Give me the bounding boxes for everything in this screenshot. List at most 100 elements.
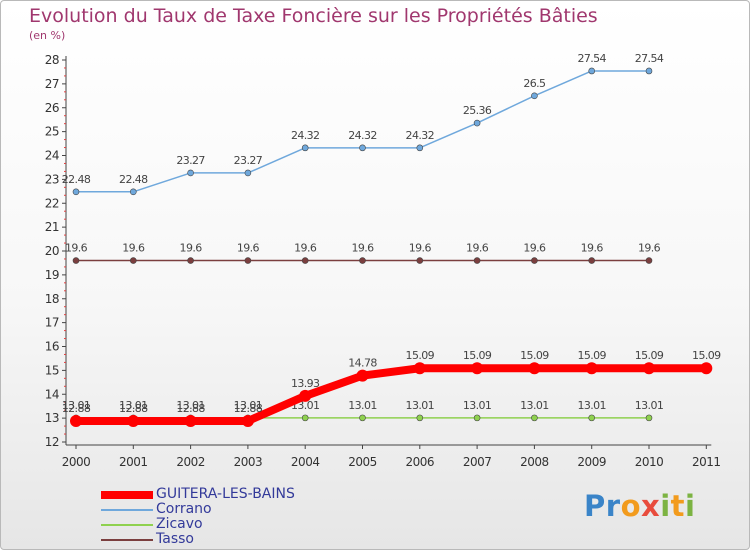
y-tick-label: 19 [45,268,59,282]
x-tick-label: 2003 [234,455,263,469]
y-tick-label: 15 [45,363,59,377]
legend-swatch-corrano [101,509,153,511]
data-label: 26.5 [523,77,546,90]
data-label: 23.27 [234,154,263,167]
data-label: 24.32 [348,129,377,142]
series-point-2 [588,414,596,422]
series-point-0 [585,362,598,375]
y-tick-label: 24 [45,149,59,163]
series-point-3 [588,257,596,264]
data-label: 19.6 [122,242,145,255]
data-label: 12.88 [119,402,148,415]
series-point-2 [531,414,538,422]
data-label: 14.78 [348,357,377,370]
y-tick-label: 25 [45,125,59,139]
series-point-0 [700,362,713,375]
chart-title: Evolution du Taux de Taxe Foncière sur l… [29,5,598,27]
data-label: 19.6 [237,242,260,255]
legend-label-zicavo: Zicavo [156,516,203,532]
y-tick-label: 12 [45,435,59,449]
legend-label-corrano: Corrano [156,501,212,517]
data-label: 27.54 [635,52,664,65]
data-label: 22.48 [62,173,91,186]
legend-swatch-tasso [101,539,153,541]
legend-swatch-guitera [101,491,153,499]
y-tick-label: 14 [45,387,59,401]
legend-swatch-zicavo [101,524,153,526]
y-tick-label: 18 [45,292,59,306]
series-point-1 [72,188,80,196]
data-label: 19.6 [638,242,661,255]
series-point-2 [359,414,366,422]
series-point-3 [416,257,424,264]
data-label: 13.01 [234,399,263,412]
y-tick-label: 28 [45,53,59,67]
y-tick-label: 26 [45,101,59,115]
x-tick-label: 2000 [62,455,91,469]
x-tick-label: 2004 [291,455,320,469]
data-label: 19.6 [523,242,546,255]
series-point-0 [356,369,369,382]
x-tick-label: 2002 [176,455,205,469]
series-point-1 [416,144,424,152]
y-tick-label: 13 [45,411,59,425]
series-point-0 [127,414,140,427]
data-label: 19.6 [351,242,374,255]
data-label: 13.01 [176,399,205,412]
y-tick-label: 22 [45,196,59,210]
x-tick-label: 2011 [692,455,721,469]
data-label: 13.01 [62,399,91,412]
data-label: 25.36 [463,104,492,117]
series-point-3 [130,257,137,264]
data-label: 15.09 [520,349,549,362]
y-tick-label: 23 [45,172,59,186]
y-tick-label: 17 [45,316,59,330]
series-point-3 [187,257,194,264]
series-point-3 [473,257,481,264]
data-label: 24.32 [291,129,320,142]
data-label: 19.6 [466,242,489,255]
x-tick-label: 2007 [463,455,492,469]
data-label: 12.88 [62,402,91,415]
series-point-3 [72,257,80,264]
legend-label-tasso: Tasso [156,531,194,547]
series-point-1 [645,67,653,75]
series-point-0 [299,389,312,402]
legend-label-guitera: GUITERA-LES-BAINS [156,486,295,502]
series-point-0 [643,362,655,375]
data-label: 12.88 [234,402,263,415]
data-label: 19.6 [294,242,317,255]
series-point-2 [301,414,309,422]
data-label: 12.88 [176,402,205,415]
data-label: 23.27 [176,154,205,167]
series-point-1 [473,119,481,127]
x-tick-label: 2005 [348,455,377,469]
data-label: 19.6 [65,242,88,255]
data-label: 13.93 [291,377,320,390]
x-tick-label: 2001 [119,455,148,469]
series-point-1 [359,144,366,152]
data-label: 13.01 [635,399,664,412]
series-point-1 [531,92,538,100]
series-point-2 [645,414,653,422]
series-point-1 [130,188,137,196]
series-point-0 [70,414,82,427]
data-label: 15.09 [577,349,606,362]
series-point-0 [528,362,541,375]
series-line-0 [72,364,711,425]
series-point-1 [244,169,252,177]
series-point-1 [187,169,194,177]
series-point-1 [588,67,596,75]
data-label: 27.54 [577,52,606,65]
x-tick-label: 2006 [406,455,435,469]
y-tick-label: 21 [45,220,59,234]
data-label: 15.09 [406,349,435,362]
series-point-2 [416,414,424,422]
proxiti-logo: Proxiti [584,489,696,523]
data-label: 13.01 [463,399,492,412]
series-point-0 [241,414,254,427]
data-label: 13.01 [348,399,377,412]
x-tick-label: 2008 [520,455,549,469]
data-label: 19.6 [409,242,432,255]
